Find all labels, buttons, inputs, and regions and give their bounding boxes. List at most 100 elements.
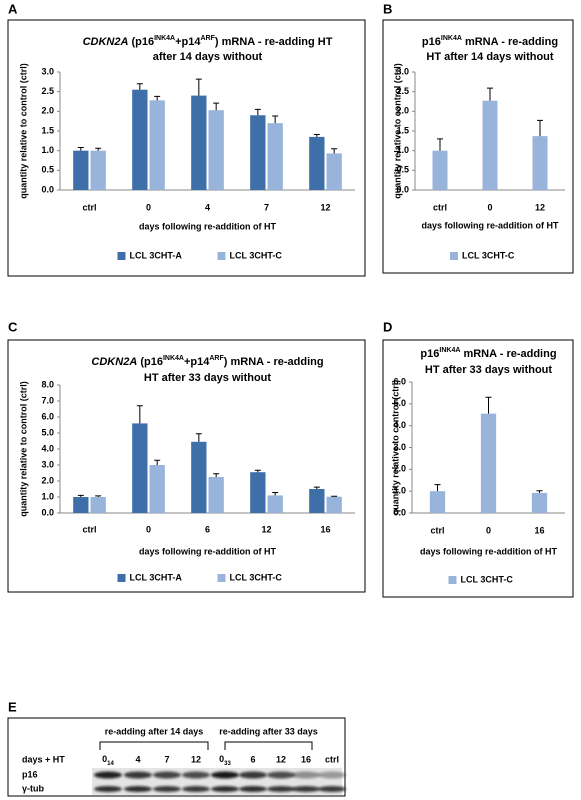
title-text: CDKN2A [83, 36, 129, 48]
lane-label: 033 [219, 754, 231, 766]
error-bar [434, 484, 441, 492]
bar [429, 491, 446, 513]
y-axis-label: quantity relative to control (ctrl) [18, 63, 28, 199]
error-bar [313, 486, 320, 489]
error-bar [136, 83, 143, 90]
title-text: ) mRNA - re-adding [224, 356, 324, 368]
error-bar [95, 147, 102, 151]
error-bar [536, 490, 543, 493]
legend-label: LCL 3CHT-C [461, 574, 514, 584]
superscript: ARF [209, 355, 224, 362]
lane-text: 0 [102, 754, 107, 764]
y-axis-label: quantity relative to control (ctrl) [390, 380, 400, 516]
legend-label: LCL 3CHT-C [230, 250, 283, 260]
panel-frame [382, 339, 574, 598]
x-tick-label: 12 [535, 202, 545, 212]
superscript: ARF [201, 35, 216, 42]
x-tick-label: 6 [205, 524, 210, 534]
y-tick-label: 1.0 [41, 145, 54, 155]
band [153, 771, 181, 779]
x-tick-label: 0 [146, 524, 151, 534]
title-text: p16 [420, 348, 439, 360]
y-tick-label: 3.0 [393, 442, 406, 452]
y-tick-label: 2.5 [41, 86, 54, 96]
title-text: ) mRNA - re-adding HT [215, 36, 333, 48]
bar [432, 150, 448, 190]
error-bar [213, 102, 220, 111]
y-tick-label: 1.0 [393, 486, 406, 496]
y-tick-label: 7.0 [41, 395, 54, 405]
band [292, 771, 320, 779]
legend-swatch [217, 252, 226, 260]
band [153, 786, 181, 792]
y-tick-label: 6.0 [393, 376, 406, 386]
y-tick-label: 2.0 [41, 106, 54, 116]
title-text: p16 [422, 36, 441, 48]
error-bar [195, 433, 202, 442]
title-text: CDKN2A [91, 356, 137, 368]
band [239, 786, 267, 792]
legend-swatch [117, 574, 126, 582]
bar [267, 123, 283, 190]
y-tick-label: 1.5 [396, 125, 409, 135]
bar [191, 441, 207, 513]
subscript: 33 [224, 761, 231, 767]
bar [191, 95, 207, 190]
bar [90, 497, 106, 513]
legend-swatch [217, 574, 226, 582]
lane-text: 0 [219, 754, 224, 764]
lane-label: 7 [164, 754, 169, 764]
x-tick-label: 16 [534, 525, 544, 535]
bar [73, 150, 89, 190]
y-tick-label: 0.0 [41, 184, 54, 194]
error-bar [77, 494, 84, 497]
title-line: after 14 days without [153, 51, 263, 63]
lane-label: 014 [102, 754, 114, 766]
title-line: p16INK4A mRNA - re-adding [422, 35, 558, 48]
x-tick-label: 12 [261, 524, 271, 534]
band [94, 786, 122, 792]
bar [309, 136, 325, 190]
subscript: 14 [107, 761, 114, 767]
title-text: +p14 [184, 356, 210, 368]
legend-label: LCL 3CHT-A [130, 250, 183, 260]
bracket [99, 741, 209, 750]
bar [73, 497, 89, 513]
legend-label: LCL 3CHT-A [130, 572, 183, 582]
bar [208, 477, 224, 513]
error-bar [95, 495, 102, 497]
panel-label: D [383, 319, 392, 334]
title-text: (p16 [128, 36, 154, 48]
y-tick-label: 5.0 [393, 398, 406, 408]
band [94, 771, 122, 779]
bar [531, 492, 548, 513]
error-bar [154, 459, 161, 465]
panel-frame [7, 339, 366, 593]
group-label: re-adding after 33 days [219, 726, 318, 736]
y-tick-label: 4.0 [41, 443, 54, 453]
y-tick-label: 6.0 [41, 411, 54, 421]
title-text: HT after 33 days without [425, 364, 552, 376]
y-tick-label: 0.5 [41, 165, 54, 175]
band [211, 786, 239, 792]
error-bar [213, 473, 220, 477]
error-bar [537, 119, 543, 137]
title-line: CDKN2A (p16INK4A+p14ARF) mRNA - re-addin… [91, 355, 323, 368]
band [211, 771, 239, 779]
lane-label: 12 [276, 754, 286, 764]
y-tick-label: 4.0 [393, 420, 406, 430]
y-tick-label: 2.0 [41, 475, 54, 485]
bar [132, 89, 148, 190]
error-bar [254, 469, 261, 473]
band [239, 771, 267, 779]
y-tick-label: 5.0 [41, 427, 54, 437]
title-text: HT after 33 days without [144, 372, 271, 384]
x-tick-label: 4 [205, 202, 210, 212]
bar [482, 100, 498, 190]
bar [149, 100, 165, 190]
band [124, 786, 152, 792]
bar [250, 115, 266, 190]
x-tick-label: 0 [486, 525, 491, 535]
bar [149, 465, 165, 513]
legend-swatch [448, 576, 457, 584]
